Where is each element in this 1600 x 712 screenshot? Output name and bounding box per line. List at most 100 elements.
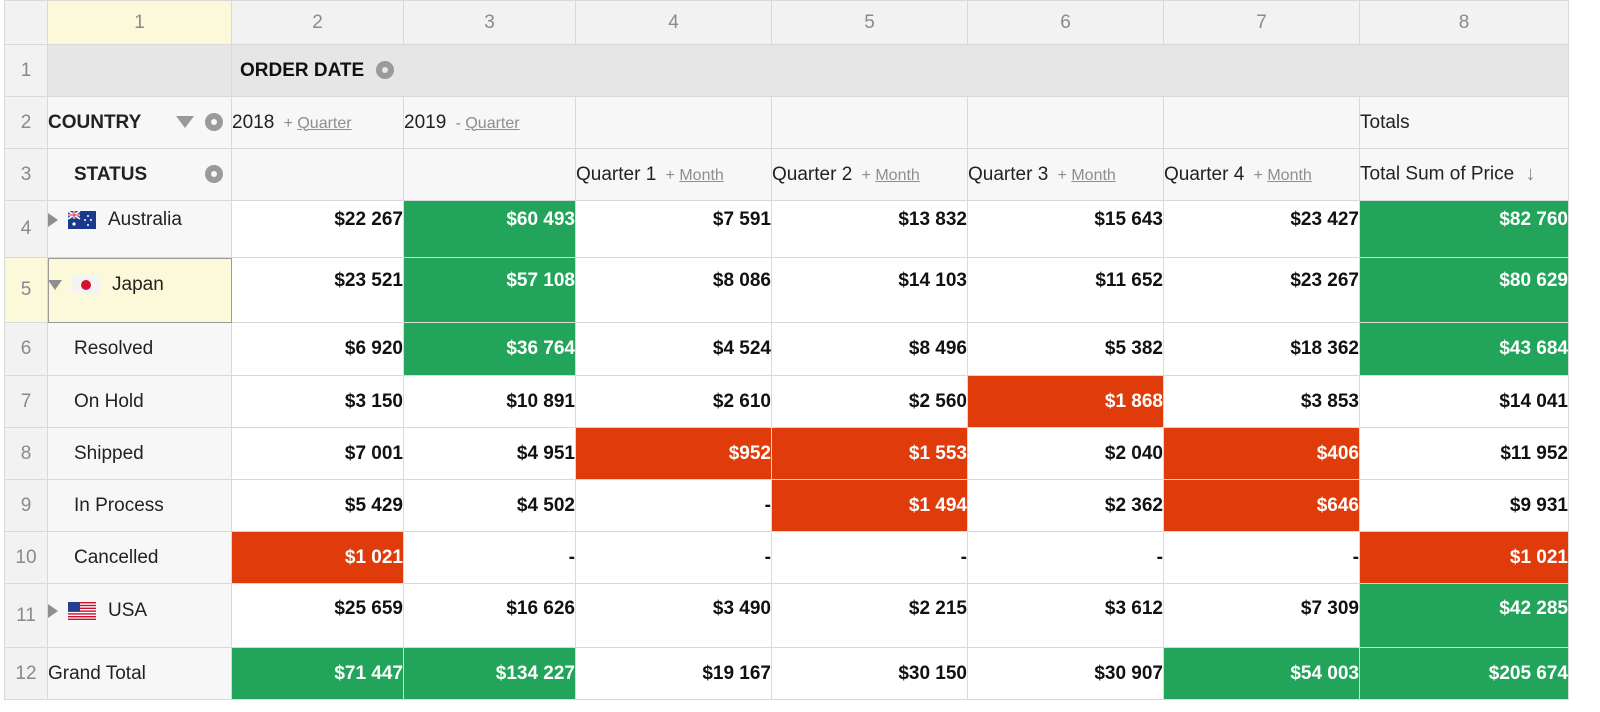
data-cell[interactable]: $16 626 — [403, 583, 576, 648]
data-cell[interactable]: $406 — [1163, 427, 1360, 480]
data-cell[interactable]: $71 447 — [231, 647, 404, 700]
data-cell[interactable]: $36 764 — [403, 322, 576, 376]
row-label-in-process[interactable]: In Process — [47, 479, 232, 532]
data-cell[interactable]: $1 868 — [967, 375, 1164, 428]
data-cell[interactable]: $1 021 — [1359, 531, 1569, 584]
data-cell[interactable]: $10 891 — [403, 375, 576, 428]
row-header-11[interactable]: 11 — [4, 583, 48, 648]
data-cell[interactable]: $5 429 — [231, 479, 404, 532]
row-label-grand-total[interactable]: Grand Total — [47, 647, 232, 700]
column-header-8[interactable]: 8 — [1359, 0, 1569, 45]
data-cell[interactable]: $22 267 — [231, 200, 404, 258]
data-cell[interactable]: $82 760 — [1359, 200, 1569, 258]
row-label-japan[interactable]: Japan — [47, 257, 232, 323]
row-label-cancelled[interactable]: Cancelled — [47, 531, 232, 584]
expand-triangle-icon[interactable] — [48, 212, 58, 227]
data-cell[interactable]: $30 150 — [771, 647, 968, 700]
data-cell[interactable]: - — [575, 531, 772, 584]
data-cell[interactable]: $60 493 — [403, 200, 576, 258]
row-label-shipped[interactable]: Shipped — [47, 427, 232, 480]
data-cell[interactable]: $18 362 — [1163, 322, 1360, 376]
gear-icon[interactable] — [205, 113, 223, 132]
column-header-7[interactable]: 7 — [1163, 0, 1360, 45]
row-header-12[interactable]: 12 — [4, 647, 48, 700]
row-header-5[interactable]: 5 — [4, 257, 48, 323]
data-cell[interactable]: $4 524 — [575, 322, 772, 376]
column-header-6[interactable]: 6 — [967, 0, 1164, 45]
row-header-4[interactable]: 4 — [4, 200, 48, 258]
data-cell[interactable]: $205 674 — [1359, 647, 1569, 700]
expand-triangle-icon[interactable] — [48, 603, 58, 618]
data-cell[interactable]: $15 643 — [967, 200, 1164, 258]
column-header-3[interactable]: 3 — [403, 0, 576, 45]
month-expand-link[interactable]: Month — [1267, 166, 1312, 184]
row-header-9[interactable]: 9 — [4, 479, 48, 532]
data-cell[interactable]: $54 003 — [1163, 647, 1360, 700]
gear-icon[interactable] — [205, 165, 223, 184]
data-cell[interactable]: $6 920 — [231, 322, 404, 376]
data-cell[interactable]: $43 684 — [1359, 322, 1569, 376]
data-cell[interactable]: $2 040 — [967, 427, 1164, 480]
data-cell[interactable]: - — [1163, 531, 1360, 584]
data-cell[interactable]: - — [403, 531, 576, 584]
row-field-status[interactable]: STATUS — [47, 148, 232, 201]
gear-icon[interactable] — [375, 61, 394, 80]
data-cell[interactable]: - — [967, 531, 1164, 584]
column-header-2[interactable]: 2 — [231, 0, 404, 45]
row-label-usa[interactable]: USA — [47, 583, 232, 648]
row-header-1[interactable]: 1 — [4, 44, 48, 97]
row-header-2[interactable]: 2 — [4, 96, 48, 149]
sort-down-icon[interactable]: ↓ — [1525, 163, 1536, 185]
data-cell[interactable]: $8 496 — [771, 322, 968, 376]
data-cell[interactable]: $4 951 — [403, 427, 576, 480]
filter-icon[interactable] — [175, 116, 194, 129]
data-cell[interactable]: $134 227 — [403, 647, 576, 700]
data-cell[interactable]: $3 612 — [967, 583, 1164, 648]
row-label-resolved[interactable]: Resolved — [47, 322, 232, 376]
data-cell[interactable]: $23 521 — [231, 257, 404, 323]
row-header-3[interactable]: 3 — [4, 148, 48, 201]
data-cell[interactable]: $13 832 — [771, 200, 968, 258]
data-cell[interactable]: $2 215 — [771, 583, 968, 648]
data-cell[interactable]: $14 103 — [771, 257, 968, 323]
column-header-5[interactable]: 5 — [771, 0, 968, 45]
row-header-10[interactable]: 10 — [4, 531, 48, 584]
row-header-7[interactable]: 7 — [4, 375, 48, 428]
data-cell[interactable]: $8 086 — [575, 257, 772, 323]
data-cell[interactable]: $7 001 — [231, 427, 404, 480]
column-header-4[interactable]: 4 — [575, 0, 772, 45]
data-cell[interactable]: $7 591 — [575, 200, 772, 258]
quarter-1-header[interactable]: Quarter 1 + Month — [575, 148, 772, 201]
data-cell[interactable]: $23 267 — [1163, 257, 1360, 323]
data-cell[interactable]: $25 659 — [231, 583, 404, 648]
total-sum-header[interactable]: Total Sum of Price ↓ — [1359, 148, 1569, 201]
month-expand-link[interactable]: Month — [679, 166, 724, 184]
quarter-2-header[interactable]: Quarter 2 + Month — [771, 148, 968, 201]
data-cell[interactable]: $3 490 — [575, 583, 772, 648]
data-cell[interactable]: $4 502 — [403, 479, 576, 532]
data-cell[interactable]: $7 309 — [1163, 583, 1360, 648]
month-expand-link[interactable]: Month — [1071, 166, 1116, 184]
data-cell[interactable]: $2 362 — [967, 479, 1164, 532]
data-cell[interactable]: $1 553 — [771, 427, 968, 480]
row-field-country[interactable]: COUNTRY — [47, 96, 232, 149]
data-cell[interactable]: $9 931 — [1359, 479, 1569, 532]
data-cell[interactable]: $57 108 — [403, 257, 576, 323]
data-cell[interactable]: - — [771, 531, 968, 584]
data-cell[interactable]: $3 150 — [231, 375, 404, 428]
row-label-australia[interactable]: Australia — [47, 200, 232, 258]
data-cell[interactable]: - — [575, 479, 772, 532]
data-cell[interactable]: $952 — [575, 427, 772, 480]
data-cell[interactable]: $2 610 — [575, 375, 772, 428]
data-cell[interactable]: $646 — [1163, 479, 1360, 532]
data-cell[interactable]: $11 952 — [1359, 427, 1569, 480]
quarter-collapse-link[interactable]: Quarter — [465, 114, 520, 132]
year-header-2019[interactable]: 2019 - Quarter — [403, 96, 576, 149]
column-header-1[interactable]: 1 — [47, 0, 232, 45]
data-cell[interactable]: $5 382 — [967, 322, 1164, 376]
data-cell[interactable]: $1 494 — [771, 479, 968, 532]
data-cell[interactable]: $3 853 — [1163, 375, 1360, 428]
data-cell[interactable]: $30 907 — [967, 647, 1164, 700]
quarter-expand-link[interactable]: Quarter — [297, 114, 352, 132]
row-header-8[interactable]: 8 — [4, 427, 48, 480]
